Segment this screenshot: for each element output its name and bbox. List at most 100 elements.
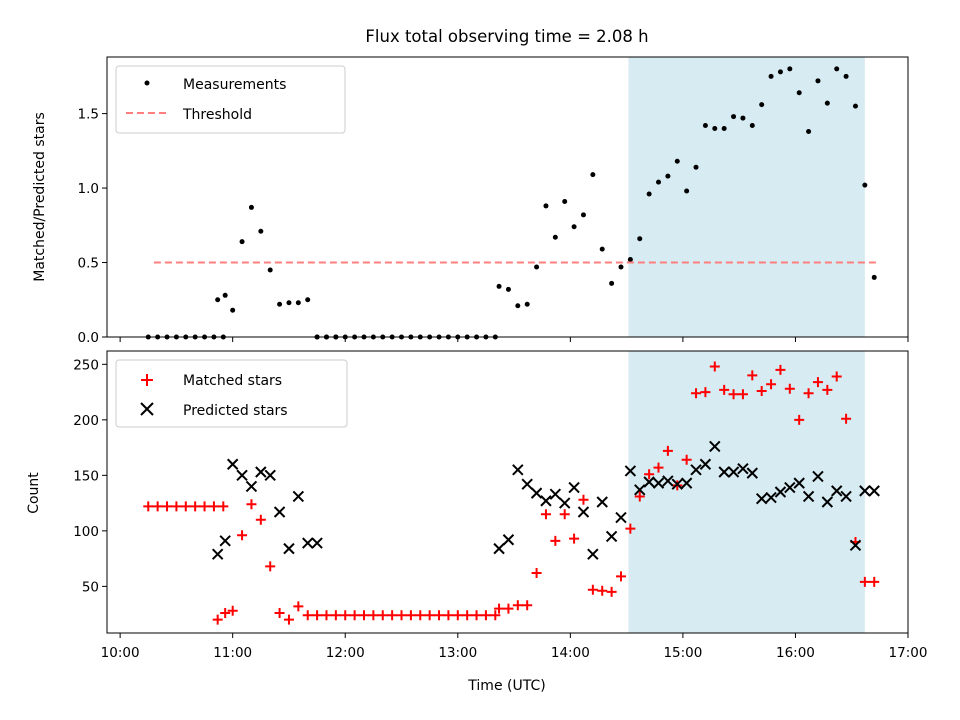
bottom-ylabel: Count bbox=[26, 472, 42, 514]
predicted-stars-point bbox=[727, 466, 740, 478]
predicted-stars-point bbox=[802, 490, 815, 503]
predicted-stars-point bbox=[540, 495, 552, 507]
predicted-stars-point bbox=[868, 485, 880, 497]
matched-stars-point bbox=[812, 377, 823, 388]
predicted-stars-point bbox=[615, 511, 627, 524]
measurements-point bbox=[702, 123, 708, 129]
measurements-point bbox=[627, 257, 633, 263]
bottom-legend-matched-marker bbox=[141, 374, 153, 386]
matched-stars-point bbox=[321, 610, 332, 621]
matched-stars-point bbox=[691, 388, 702, 399]
predicted-stars-point bbox=[812, 470, 824, 483]
matched-stars-point bbox=[358, 610, 369, 621]
predicted-stars-point bbox=[624, 465, 637, 477]
measurements-point bbox=[684, 188, 690, 194]
x-tick-label: 17:00 bbox=[889, 645, 928, 661]
measurements-point bbox=[740, 115, 746, 121]
predicted-stars-point bbox=[662, 475, 674, 487]
bottom-legend-predicted-marker bbox=[140, 402, 154, 416]
top-y-ticks: 0.0 0.5 1.0 1.5 bbox=[78, 107, 107, 346]
bottom-y-tick-label: 250 bbox=[73, 357, 99, 373]
bottom-y-tick-label: 150 bbox=[73, 468, 99, 484]
measurements-point bbox=[248, 204, 254, 210]
predicted-stars-point bbox=[821, 496, 834, 508]
measurements-point bbox=[239, 239, 245, 245]
measurements-point bbox=[222, 292, 228, 298]
matched-stars-point bbox=[152, 501, 163, 512]
x-tick-label: 10:00 bbox=[101, 645, 140, 661]
measurements-point bbox=[305, 297, 311, 303]
bottom-y-tick-label: 100 bbox=[73, 524, 99, 540]
predicted-stars-point bbox=[774, 486, 787, 498]
predicted-stars-point bbox=[493, 542, 505, 555]
matched-stars-point bbox=[784, 383, 795, 394]
top-legend-measurements-marker bbox=[144, 80, 150, 86]
measurements-point bbox=[721, 125, 727, 131]
matched-stars-point bbox=[471, 610, 482, 621]
matched-stars-point bbox=[550, 535, 561, 546]
predicted-stars-point bbox=[502, 534, 515, 546]
matched-stars-point bbox=[569, 533, 580, 544]
bottom-panel-frame bbox=[106, 350, 909, 634]
predicted-stars-point bbox=[840, 490, 852, 503]
matched-stars-point bbox=[681, 454, 692, 465]
measurements-point bbox=[815, 78, 821, 84]
measurements-point bbox=[674, 158, 680, 164]
matched-stars-point bbox=[540, 509, 551, 520]
matched-stars-point bbox=[728, 389, 739, 400]
matched-stars-point bbox=[340, 610, 351, 621]
matched-stars-point bbox=[559, 509, 570, 520]
matched-stars-point bbox=[503, 603, 514, 614]
matched-stars-point bbox=[255, 514, 266, 525]
chart-title: Flux total observing time = 2.08 h bbox=[365, 27, 648, 46]
measurements-point bbox=[824, 100, 830, 106]
measurements-point bbox=[552, 234, 558, 240]
bottom-legend-predicted-label: Predicted stars bbox=[183, 403, 288, 419]
bottom-legend-box bbox=[115, 359, 348, 428]
measurements-point bbox=[712, 125, 718, 131]
top-y-tick-label: 0.0 bbox=[78, 330, 99, 346]
predicted-stars-point bbox=[859, 485, 871, 497]
measurements-point bbox=[787, 66, 793, 72]
matched-stars-point bbox=[396, 610, 407, 621]
measurements-point bbox=[580, 212, 586, 218]
matched-stars-point bbox=[531, 568, 542, 579]
measurements-point bbox=[693, 164, 699, 170]
measurements-point bbox=[277, 301, 283, 307]
predicted-stars-point bbox=[671, 478, 683, 490]
matched-stars-point bbox=[803, 388, 814, 399]
matched-stars-point bbox=[199, 501, 210, 512]
top-series bbox=[145, 66, 880, 340]
matched-stars-point bbox=[434, 610, 445, 621]
matched-stars-point bbox=[700, 387, 711, 398]
matched-stars-point bbox=[212, 614, 223, 625]
measurements-point bbox=[571, 224, 577, 230]
matched-stars-point bbox=[794, 414, 805, 425]
matched-stars-point bbox=[766, 379, 777, 390]
predicted-stars-point bbox=[849, 539, 862, 551]
bottom-series bbox=[143, 361, 880, 625]
measurements-point bbox=[562, 198, 568, 204]
predicted-stars-point bbox=[718, 466, 730, 478]
matched-stars-point bbox=[625, 523, 636, 534]
matched-stars-point bbox=[330, 610, 341, 621]
predicted-stars-point bbox=[559, 497, 571, 509]
predicted-stars-point bbox=[521, 478, 533, 490]
bottom-legend: Matched stars Predicted stars bbox=[115, 359, 348, 428]
measurements-point bbox=[862, 182, 868, 188]
x-tick-label: 15:00 bbox=[663, 645, 702, 661]
predicted-stars-point bbox=[699, 458, 712, 470]
matched-stars-point bbox=[462, 610, 473, 621]
matched-stars-point bbox=[822, 384, 833, 395]
predicted-stars-point bbox=[746, 467, 759, 479]
matched-stars-point bbox=[831, 371, 842, 382]
matched-stars-point bbox=[452, 610, 463, 621]
matched-stars-point bbox=[747, 370, 758, 381]
predicted-stars-point bbox=[236, 469, 248, 482]
matched-stars-point bbox=[405, 610, 416, 621]
top-y-tick-label: 1.0 bbox=[78, 181, 99, 197]
matched-stars-point bbox=[634, 491, 645, 502]
predicted-stars-point bbox=[255, 466, 267, 478]
x-tick-label: 13:00 bbox=[438, 645, 477, 661]
